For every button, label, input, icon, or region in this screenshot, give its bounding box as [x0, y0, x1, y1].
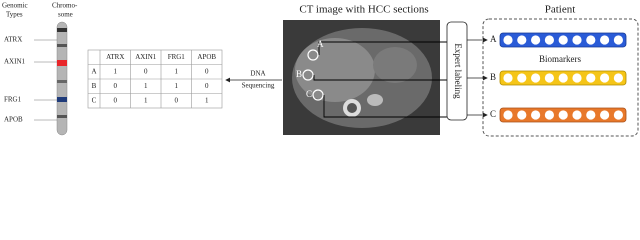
table-header: AXIN1 — [135, 53, 156, 61]
biomarker — [600, 110, 610, 120]
section-label: C — [306, 89, 312, 99]
section-label: A — [317, 39, 324, 49]
ct-image — [283, 20, 440, 135]
biomarker — [544, 73, 555, 83]
biomarker — [544, 110, 555, 120]
section-link — [313, 75, 447, 81]
table-header: ATRX — [106, 53, 124, 61]
gene-label: FRG1 — [4, 96, 22, 104]
patient-title: Patient — [545, 4, 576, 16]
table-cell: 0 — [114, 96, 118, 104]
gene-label: ATRX — [4, 36, 22, 44]
ct-title: CT image with HCC sections — [299, 4, 428, 16]
biomarker — [586, 110, 596, 120]
table-header: APOB — [197, 53, 216, 61]
biomarker — [544, 35, 555, 45]
biomarker — [572, 110, 582, 120]
gene-label: AXIN1 — [4, 58, 25, 66]
biomarker — [613, 73, 624, 83]
hcc-section — [302, 69, 314, 81]
table-header: FRG1 — [168, 53, 186, 61]
biomarker — [586, 35, 596, 45]
genotype-table: ATRX AXIN1 FRG1 APOB A 1 0 1 0 B 0 1 1 0 C 0 1 0 1 — [87, 49, 223, 109]
hcc-section — [307, 49, 319, 61]
biomarker — [558, 73, 568, 83]
table-cell: 0 — [144, 67, 148, 75]
expert-box — [446, 21, 468, 121]
biomarker — [613, 110, 624, 120]
expert-label: Expert labeling — [453, 43, 463, 99]
biomarker — [558, 35, 568, 45]
biomarker — [572, 73, 582, 83]
biomarker — [517, 110, 527, 120]
table-cell: 0 — [205, 82, 209, 90]
section-link — [323, 95, 447, 118]
genomic-header: Types — [6, 11, 23, 19]
patient-row-label: B — [490, 72, 496, 82]
biomarker — [531, 110, 541, 120]
section-label: B — [296, 69, 302, 79]
figure: Genomic Types Chromo- some ATRX AXIN1 FRG1… — [2, 2, 639, 137]
row-label: C — [92, 96, 97, 104]
table-cell: 1 — [144, 96, 148, 104]
row-label: B — [92, 82, 97, 90]
table-cell: 0 — [175, 96, 179, 104]
table-cell: 0 — [205, 67, 209, 75]
patient-row-label: C — [490, 109, 496, 119]
biomarker — [503, 110, 513, 120]
section-link — [318, 41, 447, 55]
hcc-section — [312, 89, 324, 101]
sequencing-label: Sequencing — [242, 82, 275, 90]
sequencing-label: DNA — [250, 70, 265, 78]
biomarker — [531, 35, 541, 45]
chromosome-header: Chromo- — [52, 2, 78, 10]
biomarker — [503, 35, 513, 45]
biomarkers-label: Biomarkers — [539, 54, 581, 64]
table-cell: 1 — [175, 82, 179, 90]
chromosome-header: some — [58, 11, 73, 19]
biomarker — [572, 35, 582, 45]
table-cell: 1 — [175, 67, 179, 75]
row-label: A — [91, 67, 96, 75]
biomarker — [517, 35, 527, 45]
biomarker — [586, 73, 596, 83]
biomarker — [531, 73, 541, 83]
biomarker — [558, 110, 568, 120]
gene-label: APOB — [4, 116, 23, 124]
table-cell: 1 — [205, 96, 209, 104]
table-cell: 1 — [144, 82, 148, 90]
genomic-header: Genomic — [2, 2, 28, 10]
biomarker — [503, 73, 513, 83]
biomarker — [600, 35, 610, 45]
patient-row-label: A — [490, 34, 497, 44]
table-cell: 1 — [114, 67, 118, 75]
chromosome — [56, 21, 68, 136]
biomarker — [517, 73, 527, 83]
biomarker — [600, 73, 610, 83]
biomarker — [613, 35, 624, 45]
table-cell: 0 — [114, 82, 118, 90]
